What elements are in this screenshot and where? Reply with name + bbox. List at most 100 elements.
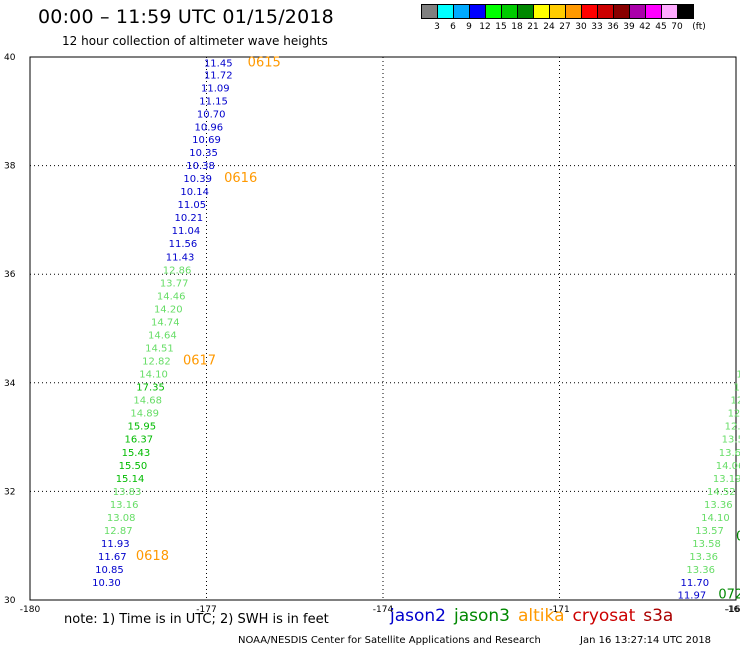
color-scale-label: 24 [543, 22, 555, 32]
wave-height-value: 14.68 [133, 396, 162, 407]
y-tick-label: 32 [4, 487, 15, 497]
wave-height-value: 13.57 [695, 526, 724, 537]
color-swatch [565, 4, 582, 19]
color-swatch [581, 4, 598, 19]
color-scale-label: 70 [671, 22, 683, 32]
wave-height-value: 10.30 [92, 578, 121, 589]
x-tick-label: -177 [196, 605, 216, 615]
wave-height-value: 14.46 [157, 291, 186, 302]
y-tick-label: 38 [4, 162, 16, 172]
color-swatch [661, 4, 678, 19]
wave-height-value: 12.89 [733, 383, 740, 394]
color-swatch [517, 4, 534, 19]
color-swatch [677, 4, 694, 19]
wave-height-value: 15.43 [122, 448, 151, 459]
wave-height-value: 11.04 [172, 226, 201, 237]
wave-height-value: 13.52 [722, 435, 740, 446]
wave-height-value: 13.58 [692, 539, 721, 550]
color-scale-label: 12 [479, 22, 491, 32]
wave-height-value: 12.86 [163, 265, 192, 276]
color-swatch [645, 4, 662, 19]
color-scale-label: 15 [495, 22, 507, 32]
footer-note: note: 1) Time is in UTC; 2) SWH is in fe… [64, 612, 329, 627]
wave-height-value: 10.96 [195, 123, 224, 134]
wave-height-value: 11.72 [204, 70, 233, 81]
time-annotation: 0616 [224, 171, 257, 186]
color-scale-label: 45 [655, 22, 667, 32]
legend-item-jason2: jason2 [390, 606, 446, 626]
color-scale-label: 18 [511, 22, 523, 32]
color-swatch [613, 4, 630, 19]
x-tick-label: -168 [726, 605, 740, 615]
wave-height-value: 10.14 [180, 187, 209, 198]
color-scale-labels: 3 6 9 12 15 18 21 24 27 30 33 36 39 42 45 70 (ft) [421, 22, 740, 34]
legend-item-s3a: s3a [643, 606, 674, 626]
x-tick-label: -16 [725, 605, 740, 615]
wave-height-value: 13.69 [719, 448, 740, 459]
legend-item-cryosat: cryosat [572, 606, 636, 626]
wave-height-value: 13.36 [686, 565, 715, 576]
wave-height-value: 11.97 [678, 591, 707, 602]
time-annotation: 0617 [183, 354, 216, 369]
time-annotation: 0721 [736, 529, 740, 544]
wave-height-value: 11.15 [199, 96, 228, 107]
x-tick-label: -171 [549, 605, 569, 615]
color-swatch [501, 4, 518, 19]
generated-timestamp: Jan 16 13:27:14 UTC 2018 [580, 635, 712, 646]
wave-height-value: 11.45 [204, 58, 233, 69]
color-swatch [437, 4, 454, 19]
time-annotation: 0615 [248, 55, 281, 70]
color-swatch [629, 4, 646, 19]
wave-height-value: 10.69 [192, 135, 221, 146]
x-tick-label: -174 [373, 605, 394, 615]
satellite-legend: jason2 jason3 altika cryosat s3a [390, 606, 681, 626]
legend-item-jason3: jason3 [454, 606, 510, 626]
wave-height-value: 11.05 [177, 200, 206, 211]
chart-title: 00:00 – 11:59 UTC 01/15/2018 [38, 6, 334, 28]
color-scale-label: 6 [450, 22, 456, 32]
wave-height-value: 10.21 [175, 213, 204, 224]
color-scale-label: 33 [591, 22, 603, 32]
wave-height-value: 13.08 [107, 513, 136, 524]
color-scale-label: 3 [434, 22, 440, 32]
color-scale-label: 27 [559, 22, 571, 32]
wave-height-value: 11.93 [101, 539, 130, 550]
plot-frame [29, 56, 737, 601]
color-swatch [597, 4, 614, 19]
y-tick-label: 40 [4, 53, 16, 63]
x-tick-label: -180 [20, 605, 41, 615]
wave-height-value: 13.16 [110, 500, 139, 511]
wave-height-value: 11.56 [169, 239, 198, 250]
time-annotation: 0618 [136, 549, 169, 564]
wave-height-value: 17.35 [136, 383, 165, 394]
color-scale-label: 21 [527, 22, 539, 32]
y-tick-label: 34 [4, 379, 16, 389]
color-scale-label: 42 [639, 22, 651, 32]
y-tick-label: 36 [4, 270, 16, 280]
wave-height-value: 15.50 [119, 461, 148, 472]
wave-height-value: 13.83 [113, 487, 142, 498]
wave-height-value: 14.75 [736, 370, 740, 381]
color-swatch [421, 4, 438, 19]
wave-height-value: 12.87 [104, 526, 133, 537]
wave-height-value: 16.37 [125, 435, 154, 446]
wave-height-value: 13.77 [160, 278, 189, 289]
color-swatch [453, 4, 470, 19]
wave-height-value: 14.64 [148, 330, 177, 341]
wave-height-value: 11.70 [680, 578, 709, 589]
wave-height-value: 12.82 [142, 357, 171, 368]
color-scale-bar [421, 4, 694, 19]
wave-height-value: 13.36 [704, 500, 733, 511]
legend-item-altika: altika [518, 606, 565, 626]
wave-height-value: 14.10 [701, 513, 730, 524]
wave-height-value: 10.70 [197, 109, 226, 120]
color-swatch [469, 4, 486, 19]
credit-text: NOAA/NESDIS Center for Satellite Applica… [238, 635, 541, 646]
wave-height-value: 11.43 [166, 252, 195, 263]
wave-height-value: 14.52 [707, 487, 736, 498]
wave-height-value: 15.95 [127, 422, 156, 433]
wave-height-value: 11.09 [201, 83, 230, 94]
wave-height-value: 10.85 [95, 565, 124, 576]
